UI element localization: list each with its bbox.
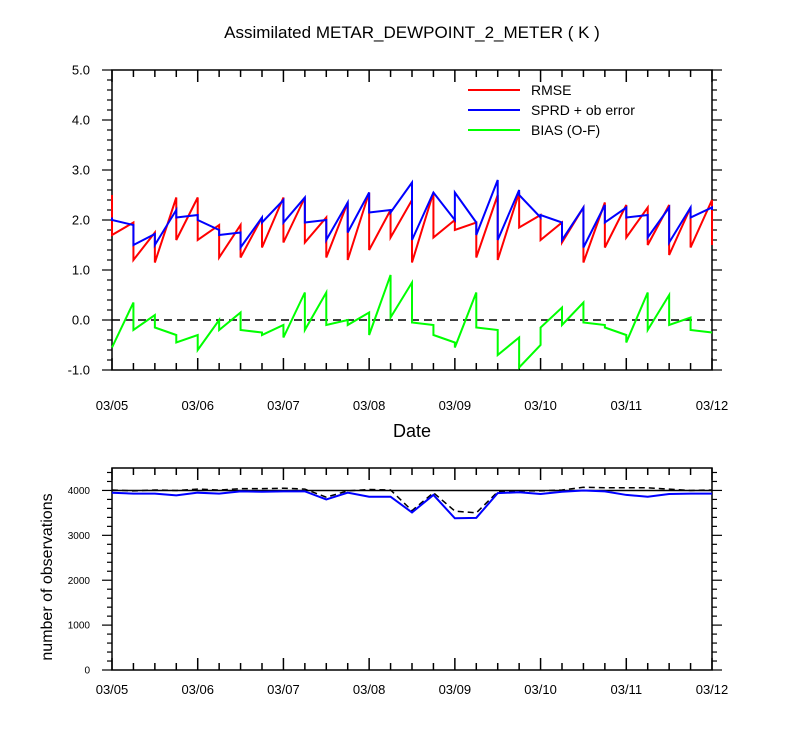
x-tick-label: 03/10 (524, 682, 557, 697)
y-tick-label: 0 (84, 666, 90, 677)
x-tick-label: 03/12 (696, 682, 729, 697)
x-tick-label: 03/08 (353, 398, 386, 413)
y-tick-label: 4.0 (72, 113, 90, 128)
panel-2 (102, 467, 722, 671)
x-tick-label: 03/06 (181, 398, 214, 413)
y-tick-label: 2.0 (72, 213, 90, 228)
x-tick-label: 03/11 (610, 682, 642, 697)
x-tick-label: 03/11 (610, 398, 642, 413)
chart-title: Assimilated METAR_DEWPOINT_2_METER ( K ) (224, 23, 600, 42)
x-tick-label: 03/12 (696, 398, 729, 413)
y-tick-label: -1.0 (68, 363, 90, 378)
x-tick-label: 03/07 (267, 398, 300, 413)
legend-label: RMSE (531, 82, 571, 98)
legend-label: SPRD + ob error (531, 102, 635, 118)
panel-1 (102, 69, 722, 371)
x-tick-label: 03/09 (439, 398, 472, 413)
x-tick-label: 03/06 (181, 682, 214, 697)
x-axis-label: Date (393, 421, 431, 441)
plot-frame (111, 467, 713, 671)
x-tick-label: 03/08 (353, 682, 386, 697)
series-assimilated-obs (111, 489, 712, 520)
y-tick-label: 5.0 (72, 63, 90, 78)
series-bias-o-f (111, 274, 713, 371)
x-tick-label: 03/05 (96, 398, 129, 413)
y-tick-label: 0.0 (72, 313, 90, 328)
x-tick-label: 03/07 (267, 682, 300, 697)
y-axis-label-observations: number of observations (39, 493, 56, 660)
y-tick-label: 1000 (68, 621, 91, 632)
y-tick-label: 3000 (68, 531, 91, 542)
legend-label: BIAS (O-F) (531, 122, 600, 138)
x-tick-label: 03/10 (524, 398, 557, 413)
y-tick-label: 1.0 (72, 263, 90, 278)
series-possible-obs (111, 486, 713, 514)
series-sprd-ob-error (111, 179, 713, 251)
y-tick-label: 2000 (68, 576, 91, 587)
y-tick-label: 3.0 (72, 163, 90, 178)
x-tick-label: 03/05 (96, 682, 129, 697)
y-tick-label: 4000 (68, 486, 91, 497)
x-tick-label: 03/09 (439, 682, 472, 697)
